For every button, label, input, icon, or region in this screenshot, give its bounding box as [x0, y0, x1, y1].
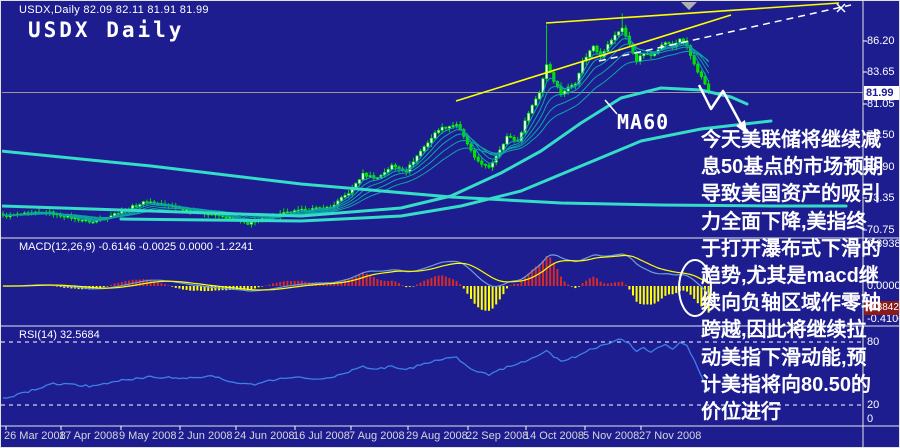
date-axis-label: 29 Aug 2008 — [406, 430, 468, 442]
rsi-pane[interactable] — [1, 338, 863, 406]
macd-signal-line — [3, 254, 709, 291]
rsi-axis-label: 0 — [867, 413, 874, 425]
date-axis-label: 7 Aug 2008 — [349, 430, 405, 442]
macd-axis-label: -0.4100 — [867, 313, 899, 325]
price-axis-label: 86.20 — [867, 35, 895, 47]
annotation-line: 导致美国资产的吸引 — [701, 183, 881, 206]
lower-trendline[interactable] — [455, 14, 732, 102]
macd-pane[interactable] — [2, 253, 712, 317]
annotation-line: 跨越,因此将继续拉 — [701, 319, 867, 342]
dashed-trendline[interactable] — [598, 4, 852, 62]
down-arrow-head — [736, 120, 747, 134]
rsi-axis-label: 20 — [867, 399, 880, 411]
ema-line — [2, 37, 710, 222]
date-axis-label: 24 Jun 2008 — [234, 430, 295, 442]
annotation-line: 今天美联储将继续减 — [701, 129, 881, 151]
price-axis-label: 70.75 — [867, 224, 895, 236]
annotation-line: 力全面下降,美指终 — [701, 210, 867, 233]
macd-axis-label: 0.3938 — [867, 238, 900, 250]
current-price-tag: 81.99 — [864, 86, 899, 100]
rsi-axis-label: 80 — [867, 336, 880, 348]
date-axis-label: 27 Nov 2008 — [639, 430, 702, 442]
macd-indicator-label: MACD(12,26,9) -0.6146 -0.0025 0.0000 -1.… — [19, 241, 254, 253]
annotation-line: 趋势,尤其是macd继 — [701, 265, 879, 288]
main-pane[interactable] — [1, 2, 863, 228]
ma60-pointer-line — [604, 99, 618, 115]
ma60-label: MA60 — [617, 110, 670, 134]
macd-axis-label: 0.0000 — [867, 280, 900, 292]
annotation-line: 动美指下滑动能,预 — [701, 346, 867, 369]
price-axis-label: 73.35 — [867, 192, 895, 204]
macd-highlight-ellipse — [678, 259, 712, 317]
analysis-annotation: 今天美联储将继续减 息50基点的市场预期 导致美国资产的吸引 力全面下降,美指终 于打开… — [701, 127, 883, 426]
ema-line — [2, 50, 709, 218]
date-axis-label: 22 Sep 2008 — [466, 430, 529, 442]
trendline-end-marker — [836, 3, 846, 13]
ma60-line — [2, 86, 749, 218]
rsi-line — [2, 338, 710, 399]
annotation-line: 续向负轴区域作零轴 — [701, 292, 881, 315]
down-arrow — [697, 84, 745, 129]
date-axis-label: 26 Mar 2008 — [4, 430, 66, 442]
date-axis-label: 14 Oct 2008 — [524, 430, 584, 442]
annotation-line: 息50基点的市场预期 — [701, 156, 884, 179]
ma120-line — [119, 119, 773, 223]
price-axis-label: 75.90 — [867, 161, 895, 173]
annotation-line: 计美指将向80.50的 — [701, 373, 872, 396]
macd-current-value-tag: -0.3842 — [864, 301, 899, 315]
date-axis-label: 2 Jun 2008 — [178, 430, 233, 442]
ma-long-line — [2, 149, 848, 208]
date-axis-label: 17 Apr 2008 — [59, 430, 119, 442]
date-axis-label: 5 Nov 2008 — [583, 430, 640, 442]
date-axis-label: 9 May 2008 — [119, 430, 177, 442]
rsi-indicator-label: RSI(14) 32.5684 — [19, 329, 100, 341]
price-axis-label: 78.50 — [867, 129, 895, 141]
price-axis-label: 83.65 — [867, 66, 895, 78]
chart-title: USDX Daily — [28, 18, 185, 42]
annotation-line: 于打开瀑布式下滑的 — [701, 237, 881, 260]
macd-main-line — [2, 253, 710, 295]
quote-info-line: USDX,Daily 82.09 82.11 81.91 81.99 — [19, 4, 209, 16]
upper-trendline[interactable] — [545, 2, 840, 24]
top-triangle-marker — [681, 2, 697, 10]
date-axis-label: 16 Jul 2008 — [293, 430, 350, 442]
annotation-line: 价位进行 — [701, 401, 781, 424]
price-axis-label: 81.05 — [867, 98, 895, 110]
